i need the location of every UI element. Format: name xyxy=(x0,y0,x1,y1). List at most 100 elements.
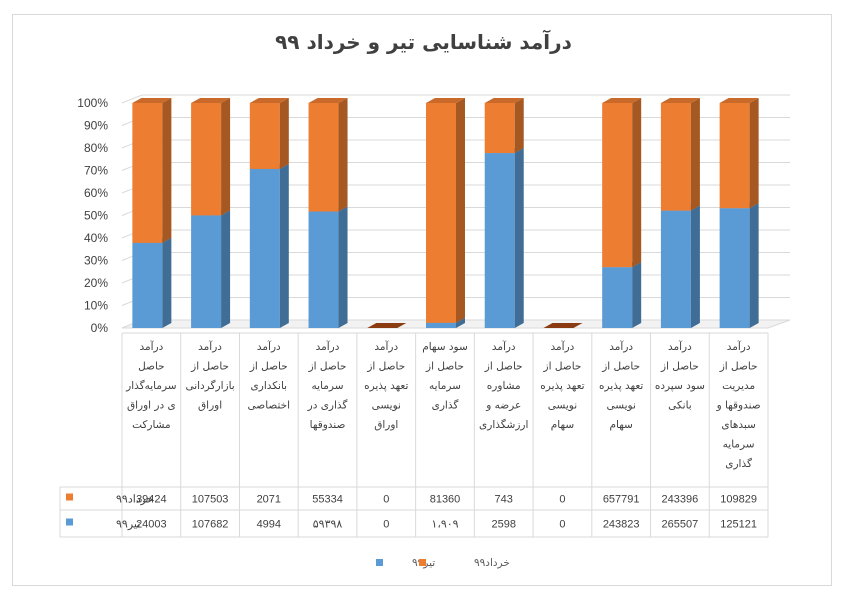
data-label: 0 xyxy=(383,519,389,531)
y-tick-label: 90% xyxy=(84,119,108,133)
category-label: اختصاصی xyxy=(248,400,291,412)
category-label: درآمد xyxy=(257,340,281,353)
category-label: درآمد xyxy=(551,340,575,353)
y-tick-label: 80% xyxy=(84,141,108,155)
category-label: تعهد پذیره xyxy=(599,380,643,392)
bar-khordad99 xyxy=(660,103,691,211)
bar-tir99-side xyxy=(749,203,759,328)
gridline-diagonal xyxy=(121,94,143,104)
bar-tir99 xyxy=(308,211,339,328)
category-label: تعهد پذیره xyxy=(540,380,584,392)
data-label: 81360 xyxy=(430,494,461,506)
category-label: سرمایه xyxy=(312,380,344,392)
data-label: 0 xyxy=(559,494,565,506)
bar-tir99-side xyxy=(338,206,348,328)
bar-khordad99 xyxy=(719,103,750,209)
category-label: بانکداری xyxy=(251,380,288,392)
category-label: حاصل از xyxy=(719,361,758,373)
bar-khordad99-side xyxy=(221,98,231,216)
category-label: ی در اوراق xyxy=(127,400,176,412)
category-label: حاصل از xyxy=(543,361,582,373)
y-tick-label: 60% xyxy=(84,186,108,200)
data-label: 107682 xyxy=(192,519,229,531)
category-label: مشاوره xyxy=(487,380,521,392)
y-tick-label: 100% xyxy=(77,96,108,110)
category-label: سهام xyxy=(551,419,574,431)
bar-khordad99-side xyxy=(162,98,172,243)
category-label: حاصل از xyxy=(484,361,523,373)
bar-khordad99 xyxy=(602,103,633,268)
category-label: بانکی xyxy=(668,400,692,412)
category-label: حاصل از xyxy=(425,361,464,373)
bar-khordad99-side xyxy=(338,98,348,212)
y-tick-label: 50% xyxy=(84,209,108,223)
category-label: حاصل از xyxy=(660,361,699,373)
bar-khordad99-top xyxy=(602,98,642,103)
bar-khordad99 xyxy=(426,103,456,323)
bar-tir99 xyxy=(719,208,750,328)
category-label: حاصل از xyxy=(308,361,347,373)
category-label: حاصل از xyxy=(190,361,229,373)
bar-khordad99-side xyxy=(632,98,642,268)
category-label: درآمد xyxy=(727,340,751,353)
category-label: درآمد xyxy=(492,340,516,353)
bar-tir99-side xyxy=(514,148,524,328)
y-tick-label: 30% xyxy=(84,254,108,268)
category-label: تعهد پذیره xyxy=(364,380,408,392)
bar-khordad99-top xyxy=(719,98,759,103)
category-label: حاصل از xyxy=(601,361,640,373)
bar-tir99 xyxy=(191,215,222,328)
category-label: بازارگردانی xyxy=(185,379,234,392)
data-label: 125121 xyxy=(720,519,757,531)
bar-khordad99-top xyxy=(191,98,231,103)
category-label: سبدهای xyxy=(721,419,755,431)
bar-tir99-side xyxy=(162,237,172,328)
legend-key-khordad99 xyxy=(419,559,426,566)
data-label: 2071 xyxy=(257,494,281,506)
bar-tir99 xyxy=(660,210,691,328)
legend-label-khordad99: خرداد۹۹ xyxy=(474,557,510,569)
bar-khordad99-side xyxy=(279,98,289,169)
data-label: 0 xyxy=(559,519,565,531)
category-label: نویسی xyxy=(606,400,635,412)
y-tick-label: 10% xyxy=(84,299,108,313)
category-label: گذاری xyxy=(725,457,752,470)
bar-tir99 xyxy=(602,267,633,328)
bar-khordad99-top xyxy=(308,98,348,103)
table-series-name: خرداد۹۹ xyxy=(116,494,154,506)
bar-khordad99-top xyxy=(132,98,172,103)
chart-title: درآمد شناسایی تیر و خرداد ۹۹ xyxy=(275,30,572,54)
table-legend-key xyxy=(66,518,73,526)
data-label: 109829 xyxy=(720,494,757,506)
bar-tir99 xyxy=(426,322,456,328)
category-label: گذاری در xyxy=(307,399,348,412)
bar-tir99 xyxy=(249,168,280,328)
category-label: حاصل از xyxy=(366,361,405,373)
bar-tir99-side xyxy=(279,163,289,328)
y-tick-label: 70% xyxy=(84,164,108,178)
bar-tir99 xyxy=(132,242,163,328)
category-label: نویسی xyxy=(548,400,577,412)
category-label: مدیریت xyxy=(722,380,755,392)
bar-khordad99-top xyxy=(249,98,289,103)
bar-khordad99 xyxy=(249,103,280,169)
bar-khordad99-side xyxy=(456,98,465,323)
bar-khordad99-side xyxy=(690,98,700,211)
category-label: حاصل xyxy=(138,361,165,373)
bar-tir99 xyxy=(484,153,515,328)
bar-tir99-side xyxy=(632,262,642,328)
category-label: سرمایه xyxy=(429,380,461,392)
bar-tir99-side xyxy=(690,205,700,328)
y-tick-label: 20% xyxy=(84,276,108,290)
legend-key-tir99 xyxy=(376,559,383,566)
category-label: ارزشگذاری xyxy=(479,418,528,431)
bar-empty xyxy=(543,323,583,328)
data-label: 743 xyxy=(495,494,513,506)
category-label: صندوقها xyxy=(310,419,346,431)
y-tick-label: 0% xyxy=(91,321,109,335)
bar-tir99-side xyxy=(221,210,231,328)
category-label: درآمد xyxy=(316,340,340,353)
category-label: سهام xyxy=(610,419,633,431)
data-label: 243396 xyxy=(662,494,699,506)
